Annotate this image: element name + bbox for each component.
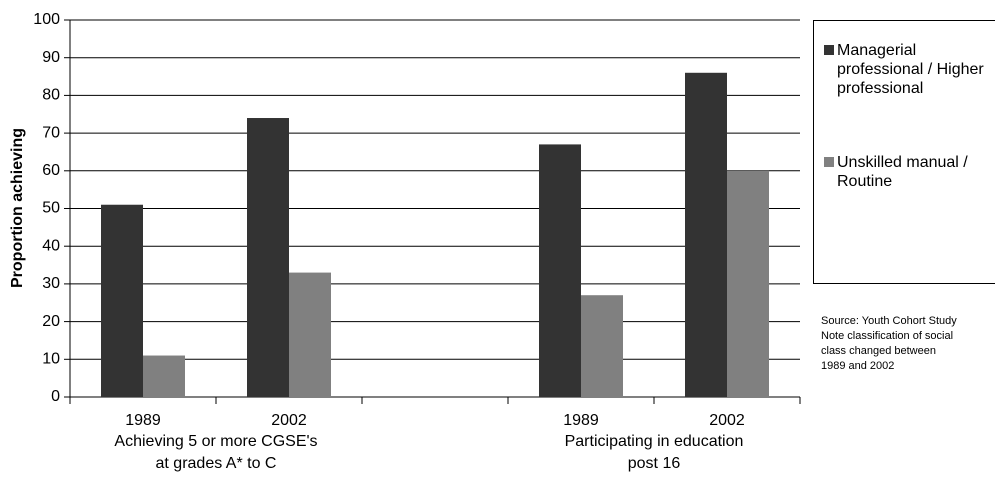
x-tick-label: 2002 xyxy=(271,412,307,429)
x-tick-label: 2002 xyxy=(709,412,745,429)
y-tick-label: 70 xyxy=(42,124,60,141)
note-line: Note classification of social xyxy=(821,330,954,342)
bar xyxy=(101,204,143,397)
note-line: 1989 and 2002 xyxy=(821,360,895,372)
y-tick-label: 0 xyxy=(51,388,60,405)
legend-label: Managerial professional / Higher profess… xyxy=(837,42,984,97)
bar xyxy=(247,118,289,398)
bar xyxy=(685,72,727,397)
y-tick-label: 100 xyxy=(33,11,60,28)
y-tick-label: 20 xyxy=(42,313,60,330)
legend-label: Unskilled manual / Routine xyxy=(837,154,968,190)
group-label: Achieving 5 or more CGSE's xyxy=(114,433,317,450)
note-line: Source: Youth Cohort Study xyxy=(821,315,957,327)
legend-swatch xyxy=(824,157,834,167)
legend-item: Managerial professional / Higher profess… xyxy=(824,41,995,98)
bar xyxy=(727,170,769,397)
y-tick-label: 90 xyxy=(42,49,60,66)
bar xyxy=(581,295,623,397)
group-label: at grades A* to C xyxy=(156,455,277,472)
y-tick-label: 80 xyxy=(42,87,60,104)
bar xyxy=(539,144,581,397)
y-tick-label: 30 xyxy=(42,275,60,292)
y-tick-label: 10 xyxy=(42,351,60,368)
note-line: class changed between xyxy=(821,345,936,357)
y-axis-label: Proportion achieving xyxy=(9,128,26,288)
group-label: Participating in education xyxy=(565,433,744,450)
legend: Managerial professional / Higher profess… xyxy=(813,20,995,284)
group-label: post 16 xyxy=(628,455,681,472)
y-tick-label: 50 xyxy=(42,200,60,217)
note: Source: Youth Cohort Study Note classific… xyxy=(821,314,957,374)
x-tick-label: 1989 xyxy=(125,412,161,429)
x-tick-label: 1989 xyxy=(563,412,599,429)
bar xyxy=(143,355,185,397)
y-tick-label: 60 xyxy=(42,162,60,179)
legend-swatch xyxy=(824,45,834,55)
legend-item: Unskilled manual / Routine xyxy=(824,153,995,191)
bar xyxy=(289,272,331,397)
y-tick-label: 40 xyxy=(42,237,60,254)
